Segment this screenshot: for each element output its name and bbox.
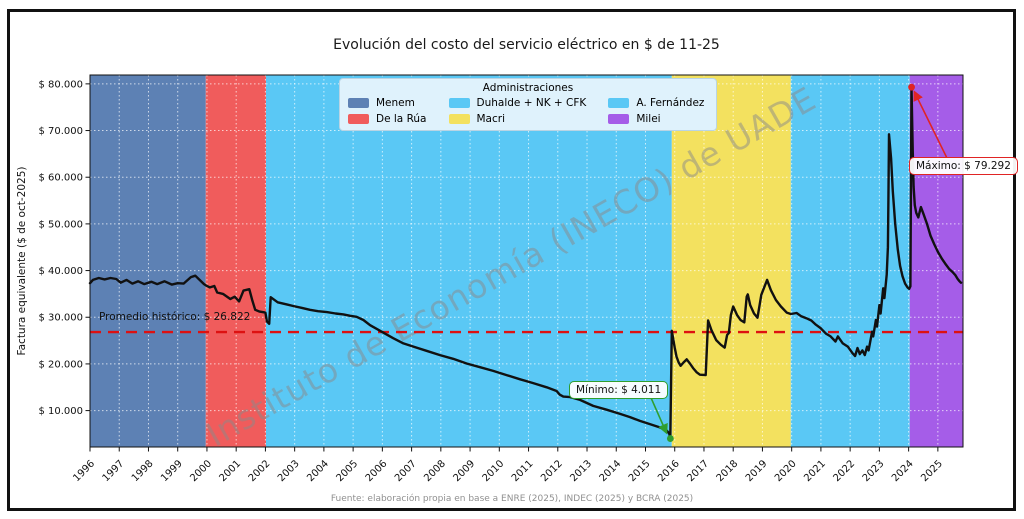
max-annotation-box: Máximo: $ 79.292 <box>909 157 1018 175</box>
min-arrow <box>650 398 668 435</box>
x-tick-label: 2006 <box>364 458 390 484</box>
min-point-dot <box>666 435 674 442</box>
y-tick-label: $ 80.000 <box>38 79 83 90</box>
x-tick-label: 2017 <box>685 458 711 484</box>
data-layer <box>88 83 963 442</box>
x-tick-label: 2022 <box>831 458 857 484</box>
x-tick-label: 2004 <box>305 458 331 484</box>
x-tick-label: 2021 <box>802 458 828 484</box>
y-axis-label: Factura equivalente ($ de oct-2025) <box>16 166 28 356</box>
y-tick-label: $ 50.000 <box>38 219 83 230</box>
legend-column: A. Fernández Milei <box>608 97 704 125</box>
x-tick-label: 2011 <box>510 458 536 484</box>
legend-label: Macri <box>476 113 506 125</box>
source-note: Fuente: elaboración propia en base a ENR… <box>330 494 694 504</box>
x-tick-label: 2024 <box>890 458 916 484</box>
x-tick-label: 2023 <box>861 458 887 484</box>
max-arrow <box>913 90 948 158</box>
legend-item-de-la-rua: De la Rúa <box>348 113 427 125</box>
x-tick-label: 1996 <box>71 458 97 484</box>
legend-column: Menem De la Rúa <box>348 97 427 125</box>
legend-swatch-duhalde-nk-cfk <box>448 98 470 108</box>
x-tick-label: 2002 <box>247 458 273 484</box>
x-tick-label: 2025 <box>919 458 945 484</box>
figure-frame <box>7 9 1016 511</box>
x-tick-label: 2010 <box>481 458 507 484</box>
x-tick-label: 2009 <box>451 458 477 484</box>
x-tick-label: 2007 <box>393 458 419 484</box>
plot-spines <box>89 74 964 448</box>
y-tick-label: $ 30.000 <box>38 313 83 324</box>
x-tick-label: 2000 <box>188 458 214 484</box>
x-tick-label: 1999 <box>159 458 185 484</box>
legend-item-menem: Menem <box>348 97 427 109</box>
x-tick-label: 2013 <box>568 458 594 484</box>
y-tick-label: $ 20.000 <box>38 359 83 370</box>
x-tick-label: 2012 <box>539 458 565 484</box>
legend-item-milei: Milei <box>608 113 704 125</box>
legend-label: A. Fernández <box>636 97 705 109</box>
legend-label: Milei <box>636 113 661 125</box>
y-tick-label: $ 10.000 <box>38 406 83 417</box>
legend-swatch-menem <box>348 98 369 108</box>
x-tick-label: 2001 <box>218 458 244 484</box>
admin-band-menem <box>90 75 206 447</box>
legend-swatch-de-la-rua <box>348 114 369 124</box>
legend-swatch-a-fernandez <box>608 98 630 108</box>
x-tick-label: 2019 <box>744 458 770 484</box>
x-tick-label: 1997 <box>101 458 127 484</box>
legend-columns: Menem De la Rúa Duhalde + NK + CFK Macri A. … <box>340 97 716 125</box>
legend-label: Menem <box>376 97 415 109</box>
admin-band-macri <box>671 75 791 447</box>
x-tick-label: 2020 <box>773 458 799 484</box>
max-point-dot <box>908 83 915 91</box>
x-tick-label: 2015 <box>627 458 653 484</box>
chart-title: Evolución del costo del servicio eléctri… <box>333 37 720 53</box>
legend-label: De la Rúa <box>376 113 427 125</box>
y-tick-label: $ 40.000 <box>38 266 83 277</box>
x-tick-label: 2008 <box>422 458 448 484</box>
y-tick-label: $ 70.000 <box>38 126 83 137</box>
x-tick-label: 2018 <box>715 458 741 484</box>
x-tick-label: 2014 <box>598 458 624 484</box>
legend-item-duhalde-nk-cfk: Duhalde + NK + CFK <box>448 97 587 109</box>
x-tick-label: 2005 <box>334 458 360 484</box>
y-tick-label: $ 60.000 <box>38 173 83 184</box>
legend-item-macri: Macri <box>448 113 587 125</box>
x-tick-label: 2003 <box>276 458 302 484</box>
series-line-factura-equivalente <box>88 86 963 440</box>
legend-swatch-milei <box>608 114 630 124</box>
legend-label: Duhalde + NK + CFK <box>476 97 587 109</box>
min-annotation-box: Mínimo: $ 4.011 <box>569 381 669 399</box>
x-tick-label: 1998 <box>130 458 156 484</box>
admin-band-de-la-rua <box>205 75 267 447</box>
x-tick-label: 2016 <box>656 458 682 484</box>
legend-item-a-fernandez: A. Fernández <box>608 97 704 109</box>
legend-box: Administraciones Menem De la Rúa Duhalde +… <box>339 78 717 131</box>
legend-swatch-macri <box>448 114 470 124</box>
legend-title: Administraciones <box>482 82 574 94</box>
average-line-label: Promedio histórico: $ 26.822 <box>99 311 251 323</box>
legend-column: Duhalde + NK + CFK Macri <box>448 97 587 125</box>
